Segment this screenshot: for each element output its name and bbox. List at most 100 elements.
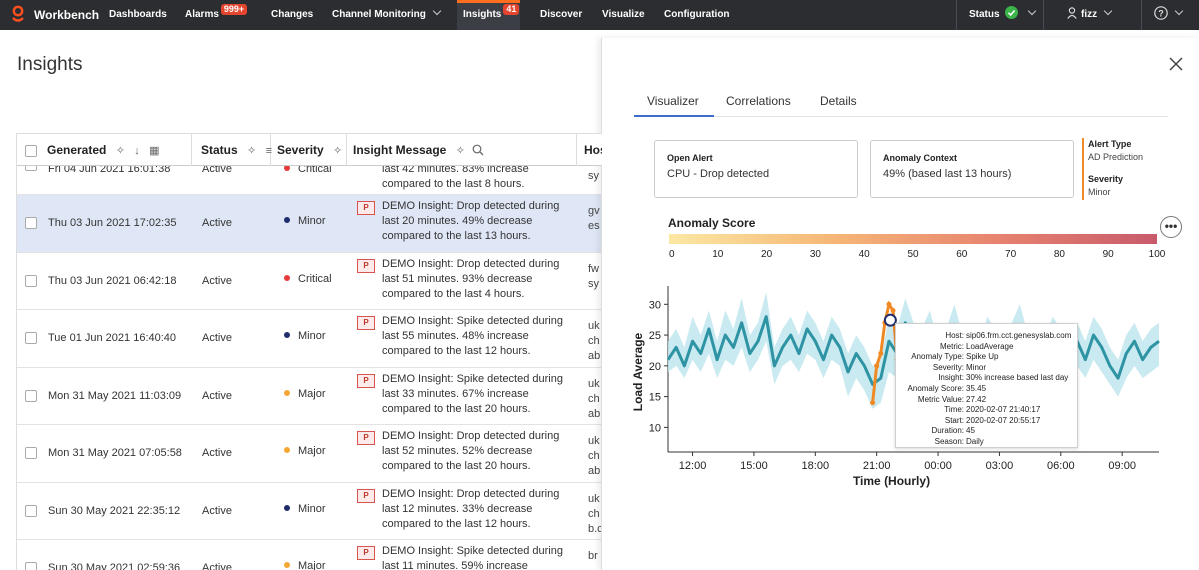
tooltip-value: 2020-02-07 21:40:17 bbox=[966, 405, 1041, 415]
anomaly-score-tick: 30 bbox=[810, 249, 822, 260]
severity-dot bbox=[284, 504, 290, 511]
anomaly-point[interactable] bbox=[890, 307, 896, 313]
nav-visualize[interactable]: Visualize bbox=[602, 9, 645, 20]
nav-user-menu[interactable]: fizz bbox=[1067, 0, 1113, 30]
insight-message-line: last 52 minutes. 52% decrease bbox=[382, 445, 533, 457]
table-row[interactable]: Sun 30 May 2021 22:35:12 Active Minor P DEMO… bbox=[17, 483, 602, 540]
help-menu[interactable]: ? bbox=[1154, 0, 1184, 30]
nav-alarms-label: Alarms bbox=[185, 9, 219, 20]
severity-label: Major bbox=[298, 387, 326, 400]
nav-channel-monitoring-label: Channel Monitoring bbox=[332, 9, 426, 20]
genesys-logo-icon bbox=[12, 5, 24, 22]
row-checkbox[interactable] bbox=[25, 217, 37, 229]
tooltip-key: Host: bbox=[945, 331, 964, 340]
x-tick-label: 21:00 bbox=[863, 460, 891, 472]
anomaly-point[interactable] bbox=[874, 363, 880, 369]
table-row[interactable]: Mon 31 May 2021 07:05:58 Active Major P DEMO… bbox=[17, 425, 602, 483]
insight-message-line: DEMO Insight: Drop detected during bbox=[382, 430, 560, 442]
anomaly-point[interactable] bbox=[870, 400, 876, 406]
row-checkbox[interactable] bbox=[25, 332, 37, 344]
table-row[interactable]: Tue 01 Jun 2021 16:40:40 Active Minor P DEMO… bbox=[17, 310, 602, 368]
host-cell: gv bbox=[588, 205, 600, 217]
row-checkbox[interactable] bbox=[25, 274, 37, 287]
column-header-insight-message[interactable]: Insight Message ✧ bbox=[347, 134, 577, 166]
insight-message-line: compared to the last 20 hours. bbox=[382, 402, 531, 415]
status-cell: Active bbox=[202, 332, 232, 344]
nav-configuration[interactable]: Configuration bbox=[664, 9, 730, 20]
anomaly-score-tick: 70 bbox=[1005, 249, 1017, 260]
table-row[interactable]: Mon 31 May 2021 11:03:09 Active Major P DEMO… bbox=[17, 368, 602, 425]
open-alert-card: Open Alert CPU - Drop detected bbox=[654, 140, 858, 198]
tab-correlations[interactable]: Correlations bbox=[726, 94, 791, 108]
generated-cell: Mon 31 May 2021 11:03:09 bbox=[48, 389, 182, 402]
pin-icon[interactable]: ✧ bbox=[333, 145, 343, 157]
column-header-generated-label: Generated bbox=[47, 143, 107, 157]
insight-message-line: compared to the last 4 hours. bbox=[382, 287, 525, 300]
nav-divider bbox=[1043, 0, 1044, 30]
row-checkbox[interactable] bbox=[25, 562, 37, 570]
nav-changes[interactable]: Changes bbox=[271, 9, 314, 20]
row-checkbox[interactable] bbox=[25, 504, 37, 517]
pin-icon[interactable]: ✧ bbox=[247, 145, 257, 157]
app-name[interactable]: Workbench bbox=[34, 8, 100, 22]
column-header-status[interactable]: Status ✧ ≡ bbox=[193, 134, 273, 166]
severity-dot bbox=[284, 562, 290, 568]
calendar-icon[interactable]: ▦ bbox=[149, 145, 160, 157]
priority-badge: P bbox=[357, 488, 375, 503]
column-header-severity[interactable]: Severity ✧ bbox=[271, 134, 347, 166]
pin-icon[interactable]: ✧ bbox=[115, 145, 125, 157]
tooltip-value: 30% increase based last day bbox=[966, 373, 1069, 383]
nav-dashboards[interactable]: Dashboards bbox=[109, 9, 167, 20]
tab-visualizer[interactable]: Visualizer bbox=[647, 94, 699, 108]
row-checkbox[interactable] bbox=[25, 447, 37, 459]
nav-alarms[interactable]: Alarms 999+ bbox=[185, 0, 248, 30]
tooltip-row: Host: sip06.frm.cct.genesyslab.com bbox=[896, 330, 1079, 341]
row-checkbox[interactable] bbox=[25, 389, 37, 402]
column-header-host-label: Host bbox=[584, 143, 602, 157]
filter-icon[interactable]: ≡ bbox=[265, 145, 273, 157]
table-row[interactable]: Thu 03 Jun 2021 17:02:35 Active Minor P DEMO… bbox=[17, 195, 602, 253]
anomaly-point[interactable] bbox=[886, 301, 892, 307]
anomaly-score-tick: 80 bbox=[1054, 249, 1066, 260]
pin-icon[interactable]: ✧ bbox=[455, 145, 465, 157]
active-tab-indicator bbox=[634, 115, 714, 117]
help-icon: ? bbox=[1154, 6, 1168, 20]
table-header: Generated ✧ ↓ ▦ Status ✧ ≡ Severity ✧ In… bbox=[17, 133, 602, 166]
nav-discover[interactable]: Discover bbox=[540, 9, 583, 20]
table-row[interactable]: Sun 30 May 2021 02:59:36 Active Major P DEMO… bbox=[17, 540, 602, 570]
column-header-host[interactable]: Host bbox=[578, 134, 602, 166]
severity-value: Minor bbox=[1088, 187, 1111, 197]
sort-down-icon[interactable]: ↓ bbox=[134, 145, 140, 157]
chevron-down-icon bbox=[1103, 6, 1113, 16]
more-options-button[interactable]: ••• bbox=[1160, 216, 1182, 238]
tooltip-value: sip06.frm.cct.genesyslab.com bbox=[966, 331, 1072, 340]
tab-track bbox=[634, 116, 1168, 117]
tooltip-row: Severity: Minor bbox=[896, 362, 1079, 373]
insight-message-line: compared to the last 13 hours. bbox=[382, 230, 531, 242]
anomaly-point[interactable] bbox=[878, 351, 884, 357]
table-row[interactable]: Thu 03 Jun 2021 06:42:18 Active Critical P D… bbox=[17, 253, 602, 310]
select-all-checkbox[interactable] bbox=[25, 145, 37, 157]
nav-channel-monitoring[interactable]: Channel Monitoring bbox=[332, 0, 442, 30]
nav-status[interactable]: Status bbox=[969, 0, 1037, 30]
severity-dot bbox=[284, 389, 290, 396]
tooltip-value: 27.42 bbox=[966, 394, 987, 404]
tooltip-row: Metric: LoadAverage bbox=[896, 341, 1079, 352]
anomaly-tooltip: Host: sip06.frm.cct.genesyslab.com Metric:… bbox=[895, 323, 1078, 448]
search-icon[interactable] bbox=[472, 144, 484, 156]
host-cell: b.c bbox=[588, 522, 602, 535]
tooltip-key: Insight: bbox=[938, 373, 964, 383]
tooltip-value: 2020-02-07 20:55:17 bbox=[966, 415, 1041, 425]
priority-badge: P bbox=[357, 316, 375, 330]
x-tick-label: 03:00 bbox=[986, 460, 1014, 472]
severity-dot bbox=[284, 217, 290, 223]
column-header-status-label: Status bbox=[201, 143, 238, 157]
tab-details[interactable]: Details bbox=[820, 94, 857, 108]
alert-meta: Alert Type AD Prediction Severity Minor bbox=[1082, 138, 1162, 200]
nav-insights[interactable]: Insights 41 bbox=[457, 0, 520, 30]
severity-label: Minor bbox=[298, 330, 326, 342]
column-header-generated[interactable]: Generated ✧ ↓ ▦ bbox=[47, 134, 192, 166]
close-icon[interactable] bbox=[1168, 56, 1184, 72]
selected-anomaly-marker[interactable] bbox=[883, 313, 897, 327]
tooltip-key: Metric Value: bbox=[917, 394, 964, 404]
